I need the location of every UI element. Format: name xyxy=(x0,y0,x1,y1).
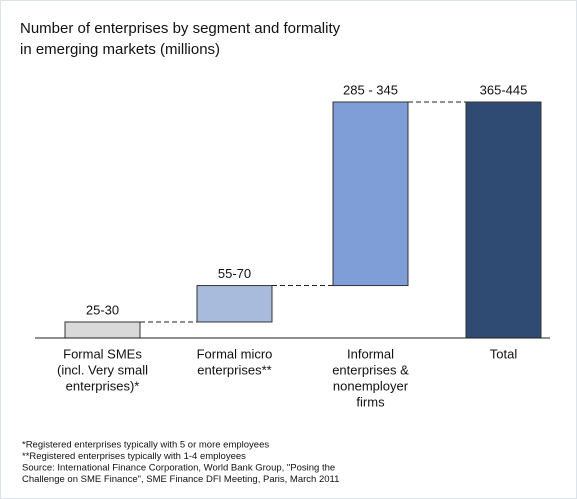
x-tick-label: (incl. Very small xyxy=(57,362,148,377)
x-tick-label: Formal micro xyxy=(197,346,273,361)
value-label: 365-445 xyxy=(480,82,528,97)
bar xyxy=(64,321,141,339)
x-tick-label: enterprises)* xyxy=(66,378,140,393)
footnote: Source: International Finance Corporatio… xyxy=(22,463,335,474)
footnote: *Registered enterprises typically with 5… xyxy=(22,440,269,451)
chart-title: in emerging markets (millions) xyxy=(20,41,220,58)
x-tick-label: Informal xyxy=(347,346,394,361)
chart-title: Number of enterprises by segment and for… xyxy=(20,20,341,37)
value-label: 55-70 xyxy=(218,266,251,281)
footnote: **Registered enterprises typically with … xyxy=(22,451,246,462)
x-tick-label: enterprises** xyxy=(197,362,271,377)
bar xyxy=(465,101,542,339)
x-tick-label: Formal SMEs xyxy=(63,346,142,361)
bar xyxy=(196,285,273,323)
bar xyxy=(332,101,409,287)
value-label: 285 - 345 xyxy=(343,82,398,97)
x-tick-label: nonemployer xyxy=(333,378,409,393)
x-tick-label: enterprises & xyxy=(332,362,409,377)
x-tick-label: Total xyxy=(490,346,518,361)
footnote: Challenge on SME Finance", SME Finance D… xyxy=(22,474,339,485)
value-label: 25-30 xyxy=(86,302,119,317)
x-tick-label: firms xyxy=(356,394,385,409)
